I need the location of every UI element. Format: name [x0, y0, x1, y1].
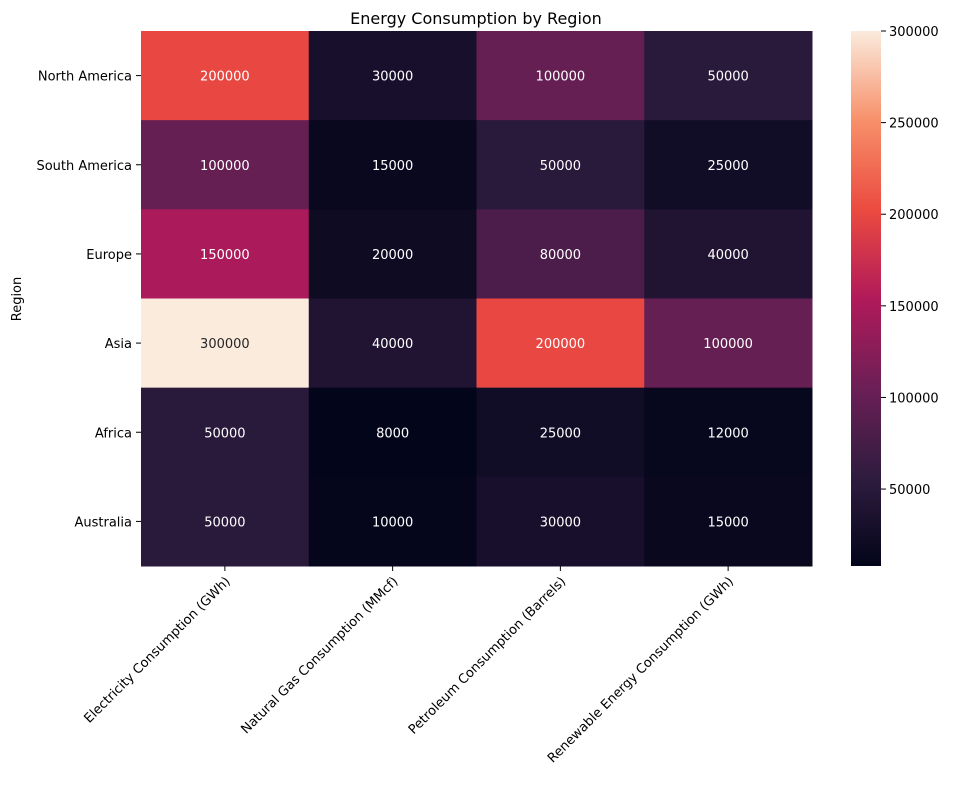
heatmap-cell	[308, 120, 477, 210]
colorbar	[851, 31, 881, 566]
heatmap-cell	[476, 120, 645, 210]
cell-value-label: 100000	[536, 70, 586, 85]
heatmap-cell	[141, 209, 310, 299]
cell-value-label: 8000	[376, 426, 409, 441]
heatmap-cell	[644, 298, 813, 389]
cell-value-label: 100000	[703, 337, 753, 352]
cell-value-label: 25000	[707, 159, 748, 174]
row-tick-label: Asia	[105, 337, 132, 352]
heatmap-cell	[308, 476, 477, 567]
column-tick-labels: Electricity Consumption (GWh) Natural Gas…	[81, 566, 737, 766]
colorbar-tick-label: 300000	[889, 25, 939, 40]
heatmap-cell	[476, 298, 645, 389]
column-tick-label: Natural Gas Consumption (MMcf)	[238, 574, 401, 737]
row-tick-label: North America	[38, 70, 132, 85]
row-tick-label: Europe	[86, 248, 132, 263]
cell-value-label: 10000	[372, 515, 413, 530]
heatmap-cell	[141, 476, 310, 567]
heatmap-cell	[644, 387, 813, 478]
column-tick-label: Electricity Consumption (GWh)	[81, 574, 233, 726]
column-tick-label: Renewable Energy Consumption (GWh)	[545, 574, 737, 766]
cell-value-label: 50000	[204, 426, 245, 441]
cell-value-label: 30000	[372, 70, 413, 85]
y-axis-label: Region	[10, 277, 25, 322]
heatmap-cell	[141, 120, 310, 210]
cell-value-label: 50000	[204, 515, 245, 530]
cell-value-label: 50000	[540, 159, 581, 174]
cell-value-label: 150000	[200, 248, 250, 263]
cell-value-label: 40000	[372, 337, 413, 352]
row-tick-labels: North America South America Europe Asia Afri…	[36, 70, 141, 530]
colorbar-tick-label: 50000	[889, 483, 930, 498]
cell-value-label: 30000	[540, 515, 581, 530]
chart-title: Energy Consumption by Region	[350, 9, 602, 28]
cell-value-label: 200000	[200, 70, 250, 85]
cell-value-label: 100000	[200, 159, 250, 174]
cell-value-label: 25000	[540, 426, 581, 441]
heatmap-cell	[308, 298, 477, 389]
heatmap-cell	[308, 387, 477, 478]
cell-value-label: 12000	[707, 426, 748, 441]
heatmap-cell	[141, 298, 310, 389]
cell-value-label: 80000	[540, 248, 581, 263]
row-tick-label: Africa	[95, 426, 132, 441]
heatmap-cell	[644, 120, 813, 210]
heatmap-cell	[141, 387, 310, 478]
heatmap-cells	[141, 31, 813, 567]
cell-value-label: 15000	[707, 515, 748, 530]
heatmap-cell	[476, 387, 645, 478]
heatmap-cell	[476, 209, 645, 299]
heatmap-cell-labels: 200000 30000 100000 50000 100000 15000 50000 25…	[200, 70, 753, 531]
cell-value-label: 300000	[200, 337, 250, 352]
heatmap-cell	[644, 31, 813, 121]
cell-value-label: 50000	[707, 70, 748, 85]
cell-value-label: 15000	[372, 159, 413, 174]
colorbar-ticks: 50000 100000 150000 200000 250000 300000	[881, 25, 939, 498]
colorbar-tick-label: 100000	[889, 391, 939, 406]
heatmap-cell	[644, 476, 813, 567]
heatmap-cell	[476, 31, 645, 121]
cell-value-label: 200000	[536, 337, 586, 352]
heatmap-cell	[476, 476, 645, 567]
heatmap-cell	[644, 209, 813, 299]
heatmap-cell	[308, 31, 477, 121]
row-tick-label: Australia	[74, 515, 132, 530]
heatmap-cell	[308, 209, 477, 299]
column-tick-label: Petroleum Consumption (Barrels)	[406, 574, 569, 737]
colorbar-tick-label: 150000	[889, 300, 939, 315]
cell-value-label: 20000	[372, 248, 413, 263]
colorbar-tick-label: 200000	[889, 208, 939, 223]
cell-value-label: 40000	[707, 248, 748, 263]
row-tick-label: South America	[36, 159, 132, 174]
heatmap-cell	[141, 31, 310, 121]
colorbar-tick-label: 250000	[889, 117, 939, 132]
